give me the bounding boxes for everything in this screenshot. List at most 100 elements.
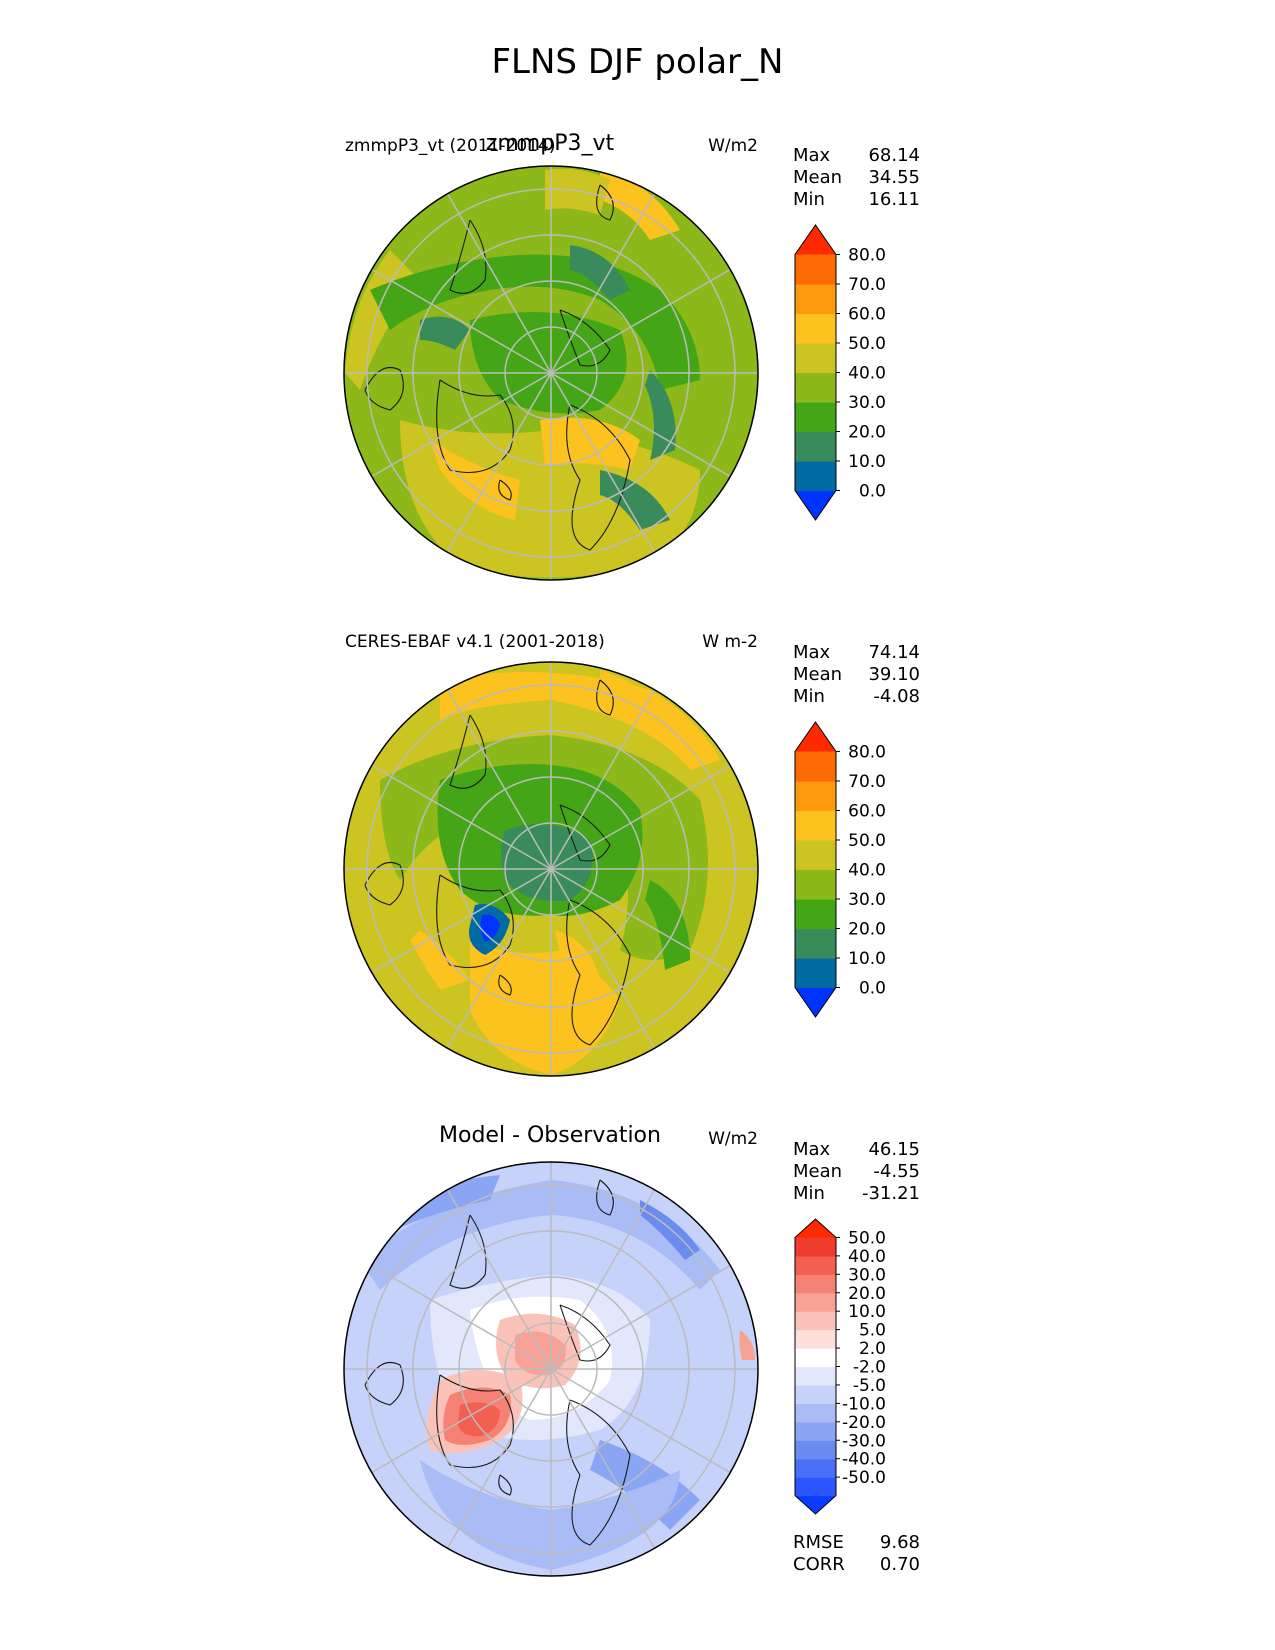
colorbar-cell (795, 781, 836, 812)
colorbar-cell (795, 958, 836, 989)
coastline (596, 1179, 614, 1216)
colorbar-tick-label: 5.0 (859, 1321, 886, 1341)
colorbar-cell (795, 1274, 836, 1294)
colorbar-cell (795, 1403, 836, 1423)
coastline (436, 874, 514, 969)
colorbar-tick-label: 30.0 (848, 1265, 886, 1285)
field-patch (600, 170, 680, 240)
colorbar-tick-label: 60.0 (848, 305, 886, 325)
colorbar-extend-min (795, 1495, 836, 1514)
panel-1-stat-min-label: Min (793, 189, 825, 210)
panel-1-stat-max-label: Max (793, 145, 831, 166)
colorbar-cell (795, 372, 836, 403)
coastline (449, 714, 487, 789)
colorbar-cell (795, 313, 836, 344)
colorbar-extend-max (795, 225, 836, 255)
coastline (596, 184, 614, 221)
coastline (498, 974, 512, 996)
colorbar-cell (795, 1255, 836, 1275)
panel-1-left-label: zmmpP3_vt (2011-2014) (345, 136, 556, 156)
panel-1-stat-mean-value: 34.55 (868, 167, 920, 188)
colorbar-tick-label: 2.0 (859, 1339, 886, 1359)
coastline (364, 1361, 404, 1406)
coastline (596, 679, 614, 716)
colorbar-tick-label: 60.0 (848, 802, 886, 822)
panel-3-units: W/m2 (708, 1129, 758, 1149)
coastline (498, 479, 512, 501)
colorbar-tick-label: 10.0 (848, 452, 886, 472)
panel-3-stat-corr-value: 0.70 (879, 1554, 920, 1575)
colorbar-tick-label: -40.0 (842, 1450, 886, 1470)
field-patch (545, 168, 610, 215)
colorbar-tick-label: 40.0 (848, 364, 886, 384)
panel-3-stat-min-label: Min (793, 1183, 825, 1204)
colorbar-cell (795, 751, 836, 782)
coastline (449, 1214, 487, 1289)
colorbar-cell (795, 343, 836, 374)
panel-2-stat-min-label: Min (793, 686, 825, 707)
colorbar-cell (795, 1237, 836, 1257)
colorbar-cell (795, 1329, 836, 1349)
colorbar-tick-label: 30.0 (848, 393, 886, 413)
coastline (436, 379, 514, 474)
panel-2-map (344, 662, 758, 1076)
panel-3-stat-max-value: 46.15 (868, 1139, 920, 1160)
colorbar-tick-label: 20.0 (848, 423, 886, 443)
colorbar-tick-label: 40.0 (848, 1247, 886, 1267)
colorbars: 80.070.060.050.040.030.020.010.00.080.07… (794, 224, 886, 1515)
panel-3-stat-rmse-value: 9.68 (879, 1532, 920, 1553)
colorbar-outline (794, 1218, 837, 1515)
colorbar-tick-label: -10.0 (842, 1394, 886, 1414)
field-patch (640, 1200, 700, 1260)
panel-1-map (344, 166, 758, 580)
field-patch (600, 670, 700, 760)
colorbar-cell (795, 1477, 836, 1497)
colorbar-cell (795, 869, 836, 900)
colorbar-tick-label: 40.0 (848, 861, 886, 881)
field-patch (420, 316, 470, 350)
panel-3-stat-max-label: Max (793, 1139, 831, 1160)
colorbar-cell (795, 461, 836, 492)
colorbar-cell (795, 1311, 836, 1331)
colorbar-cell (795, 431, 836, 462)
panel-3-map-border (343, 1161, 759, 1577)
field-patch (600, 470, 670, 530)
panel-2-left-label: CERES-EBAF v4.1 (2001-2018) (345, 632, 605, 652)
panel-1-stat-mean-label: Mean (793, 167, 843, 188)
panel-3-stat-mean-label: Mean (793, 1161, 843, 1182)
colorbar-tick-label: 30.0 (848, 890, 886, 910)
colorbar-cell (795, 1292, 836, 1312)
colorbar-1: 80.0 70.0 60.0 50.0 40.0 30.0 20.0 10.0 0.0 (794, 224, 886, 521)
field-patch (555, 930, 600, 990)
colorbar-3: 50.040.030.020.010.05.02.0-2.0-5.0-10.0-… (794, 1218, 886, 1515)
colorbar-tick-label: 50.0 (848, 831, 886, 851)
colorbar-cell (795, 402, 836, 433)
panel-3-stat-min-value: -31.21 (861, 1183, 920, 1204)
panel-1-graticule (344, 166, 758, 580)
colorbar-tick-label: 10.0 (848, 949, 886, 969)
colorbar-extend-min (795, 490, 836, 520)
colorbar-tick-label: 50.0 (848, 1228, 886, 1248)
colorbar-cell (795, 284, 836, 315)
colorbar-tick-label: 0.0 (859, 979, 886, 999)
panel-2-stat-max-label: Max (793, 642, 831, 663)
colorbar-tick-label: -50.0 (842, 1468, 886, 1488)
panel-2-stat-max-value: 74.14 (868, 642, 920, 663)
panel-2-stat-min-value: -4.08 (873, 686, 920, 707)
panel-3-stat-corr-label: CORR (793, 1554, 845, 1575)
colorbar-cell (795, 1366, 836, 1386)
panel-3-center-title: Model - Observation (439, 1123, 661, 1148)
colorbar-cell (795, 1384, 836, 1404)
colorbar-tick-label: 10.0 (848, 1302, 886, 1322)
colorbar-tick-label: 80.0 (848, 246, 886, 266)
field-patch (470, 312, 627, 414)
field-patch (570, 245, 630, 300)
colorbar-2: 80.0 70.0 60.0 50.0 40.0 30.0 20.0 10.0 0.0 (794, 721, 886, 1018)
field-patch (645, 880, 690, 970)
panel-3-stat-rmse-label: RMSE (793, 1532, 844, 1553)
panel-2-stat-mean-value: 39.10 (868, 664, 920, 685)
panel-1-stat-max-value: 68.14 (868, 145, 920, 166)
colorbar-cell (795, 1421, 836, 1441)
panel-1-map-border (343, 165, 759, 581)
